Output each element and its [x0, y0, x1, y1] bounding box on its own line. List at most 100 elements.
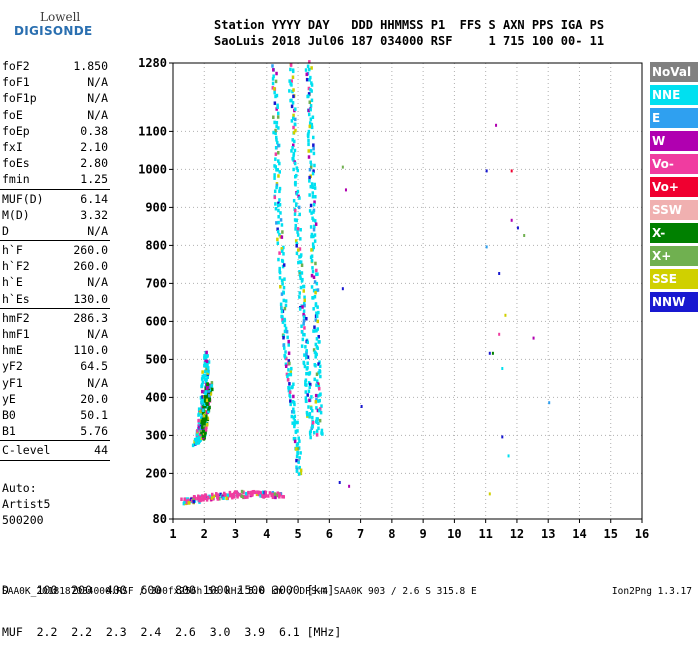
param-value: N/A [87, 275, 108, 290]
trace-point [302, 315, 306, 319]
param-row-clevel: C-level 44 [0, 442, 110, 458]
trace-point [205, 423, 209, 427]
param-value: N/A [87, 107, 108, 122]
trace-point [319, 374, 322, 379]
trace-point [271, 81, 275, 86]
trace-point [207, 409, 210, 414]
sparse-point [532, 336, 535, 340]
param-row-foep: foEp 0.38 [0, 123, 110, 139]
version-label: Ion2Png 1.3.17 [611, 586, 692, 597]
trace-point [197, 494, 200, 499]
trace-point [293, 218, 297, 222]
param-row-hf2: h`F2 260.0 [0, 258, 110, 274]
trace-point [296, 447, 300, 451]
trace-point [314, 318, 318, 322]
trace-point [302, 309, 306, 313]
trace-point [185, 500, 189, 505]
trace-point [293, 139, 296, 144]
trace-point [200, 377, 204, 381]
trace-point [309, 225, 313, 229]
trace-point [284, 326, 288, 331]
trace-point [301, 337, 305, 342]
trace-point [208, 387, 212, 392]
sparse-point [498, 332, 501, 336]
trace-point [313, 280, 317, 284]
sparse-point [510, 218, 513, 222]
param-value: 260.0 [73, 259, 108, 274]
chart-grid [173, 63, 642, 519]
trace-point [321, 432, 324, 436]
trace-point [297, 460, 300, 464]
trace-point [277, 174, 280, 178]
x-tick-label: 7 [357, 527, 364, 541]
param-row-foe: foE N/A [0, 107, 110, 123]
y-tick-label: 300 [145, 428, 167, 442]
trace-point [208, 494, 211, 499]
trace-point [308, 167, 312, 172]
trace-point [279, 211, 282, 215]
trace-point [313, 239, 317, 243]
trace-point [310, 408, 314, 413]
trace-point [311, 415, 314, 420]
trace-point [311, 425, 314, 429]
trace-point [316, 288, 320, 292]
trace-point [271, 495, 275, 500]
trace-point [204, 389, 208, 394]
sparse-point [341, 165, 344, 169]
param-name: MUF(D) [2, 191, 44, 206]
trace-point [274, 131, 277, 136]
trace-point [296, 233, 300, 237]
trace-point [247, 490, 250, 495]
trace-point [292, 436, 296, 441]
trace-point [219, 492, 222, 497]
trace-point [319, 410, 323, 415]
trace-point [210, 381, 214, 385]
trace-point [276, 229, 280, 234]
trace-point [308, 411, 312, 416]
trace-point [290, 414, 294, 419]
trace-point [276, 227, 279, 232]
trace-point [275, 93, 279, 98]
trace-point [212, 497, 215, 501]
param-value: 1.850 [73, 59, 108, 73]
trace-point [307, 155, 311, 159]
trace-point [300, 330, 304, 334]
trace-point [203, 433, 206, 437]
trace-point [238, 492, 241, 497]
trace-point [289, 399, 292, 403]
trace-point [282, 285, 286, 290]
param-name: h`E [2, 275, 23, 290]
trace-point [300, 263, 304, 268]
param-name: M(D) [2, 207, 30, 222]
trace-point [315, 328, 318, 333]
trace-point [312, 218, 315, 222]
param-value: 44 [94, 443, 108, 458]
trace-point [294, 175, 297, 179]
trace-point [292, 143, 295, 148]
trace-point [293, 419, 296, 423]
trace-point [196, 496, 200, 501]
trace-point [199, 426, 203, 430]
trace-point [290, 79, 293, 83]
trace-point [292, 416, 296, 420]
trace-point [307, 138, 310, 143]
trace-point [204, 428, 208, 432]
trace-point [298, 439, 301, 443]
trace-point [204, 358, 207, 362]
trace-point [303, 298, 306, 303]
trace-point [298, 196, 301, 200]
trace-point [272, 74, 275, 78]
y-tick-label: 1100 [138, 124, 167, 138]
trace-point [295, 454, 299, 459]
trace-point [277, 220, 280, 225]
trace-point [302, 360, 305, 365]
trace-point [310, 122, 314, 127]
trace-point [261, 490, 265, 495]
trace-point [203, 354, 206, 358]
x-tick-label: 5 [294, 527, 301, 541]
logo-brand: Lowell [40, 10, 81, 24]
trace-point [274, 152, 278, 156]
trace-point [305, 72, 308, 77]
trace-point [206, 384, 210, 389]
trace-point [293, 161, 297, 166]
